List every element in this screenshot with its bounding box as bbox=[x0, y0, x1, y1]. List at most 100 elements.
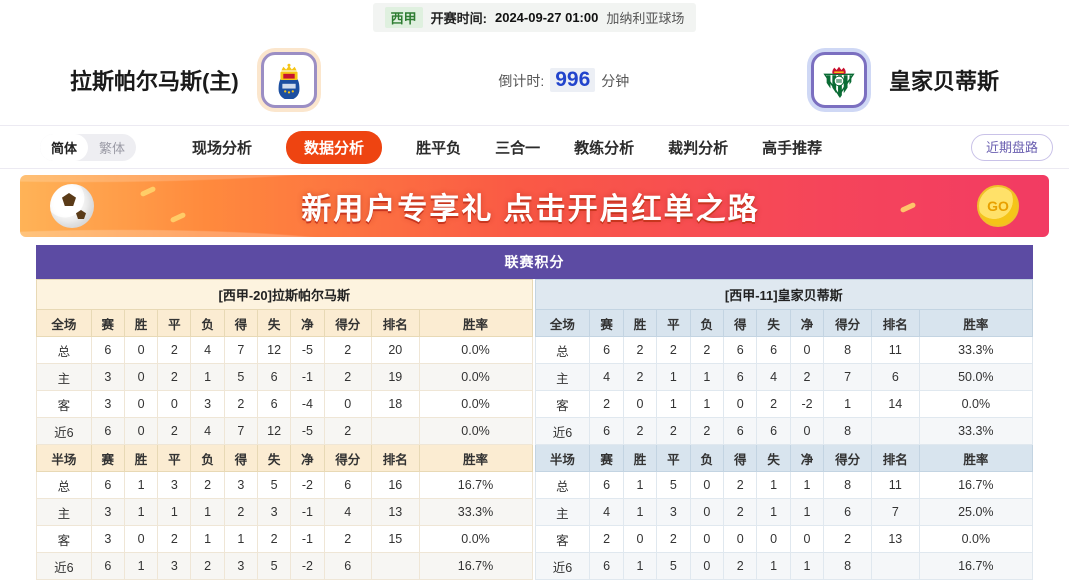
real-betis-crest-svg bbox=[823, 66, 855, 99]
tab-coach-analysis[interactable]: 教练分析 bbox=[574, 139, 635, 157]
col-header-winrate: 胜率 bbox=[418, 444, 533, 472]
cell-goals-for: 6 bbox=[722, 336, 758, 364]
col-header-goals-for: 得 bbox=[223, 444, 258, 472]
col-header-draw: 平 bbox=[656, 444, 691, 472]
cell-played: 6 bbox=[589, 471, 624, 499]
home-team-name: 拉斯帕尔马斯(主) bbox=[70, 69, 239, 94]
row-label: 总 bbox=[36, 471, 92, 499]
stats-tables: [西甲-20]拉斯帕尔马斯 全场 赛 胜 平 负 得 失 净 得分 排名 胜率 bbox=[36, 279, 1034, 580]
cell-played: 3 bbox=[90, 390, 125, 418]
cell-points: 2 bbox=[823, 525, 872, 553]
cell-played: 3 bbox=[90, 363, 125, 391]
col-header-goals-against: 失 bbox=[756, 309, 791, 337]
cell-winrate: 0.0% bbox=[418, 336, 533, 364]
cell-win: 1 bbox=[622, 471, 658, 499]
go-coin-icon[interactable]: GO bbox=[977, 185, 1019, 227]
cell-winrate: 0.0% bbox=[418, 417, 533, 445]
cell-draw: 2 bbox=[157, 336, 192, 364]
cell-rank: 15 bbox=[371, 525, 420, 553]
teams-row: 拉斯帕尔马斯(主) 倒计时: 996 分钟 bbox=[0, 35, 1069, 125]
tab-referee-analysis[interactable]: 裁判分析 bbox=[668, 139, 729, 157]
cell-loss: 1 bbox=[689, 363, 725, 391]
cell-loss: 0 bbox=[689, 498, 725, 526]
table-row: 客 3 0 0 3 2 6 -4 0 18 0.0% bbox=[36, 390, 533, 418]
cell-points: 7 bbox=[823, 363, 872, 391]
las-palmas-crest-icon bbox=[260, 52, 317, 108]
table-row: 总 6 1 5 0 2 1 1 8 11 16.7% bbox=[534, 471, 1034, 499]
promo-banner[interactable]: 新用户专享礼 点击开启红单之路 GO bbox=[20, 175, 1049, 237]
col-header-scope: 全场 bbox=[534, 309, 591, 337]
away-team-block[interactable]: 皇家贝蒂斯 bbox=[810, 52, 999, 108]
cell-loss: 1 bbox=[689, 390, 725, 418]
language-toggle[interactable]: 简体 繁体 bbox=[40, 133, 137, 161]
cell-rank: 16 bbox=[371, 471, 420, 499]
col-header-loss: 负 bbox=[190, 309, 225, 337]
cell-goals-for: 6 bbox=[722, 363, 758, 391]
cell-rank: 19 bbox=[371, 363, 420, 391]
cell-goal-diff: -5 bbox=[290, 336, 325, 364]
home-halftime-header-row: 半场 赛 胜 平 负 得 失 净 得分 排名 胜率 bbox=[36, 444, 533, 472]
col-header-winrate: 胜率 bbox=[918, 444, 1034, 472]
cell-goals-for: 5 bbox=[223, 363, 258, 391]
row-label: 主 bbox=[36, 363, 92, 391]
lang-option-simplified[interactable]: 简体 bbox=[40, 133, 89, 161]
cell-win: 2 bbox=[622, 336, 658, 364]
cell-rank: 11 bbox=[870, 471, 920, 499]
cell-win: 0 bbox=[123, 417, 159, 445]
cell-goals-for: 2 bbox=[223, 498, 258, 526]
row-label: 总 bbox=[534, 336, 591, 364]
col-header-loss: 负 bbox=[689, 309, 725, 337]
col-header-loss: 负 bbox=[190, 444, 225, 472]
cell-points: 2 bbox=[323, 363, 373, 391]
cell-points: 6 bbox=[823, 498, 872, 526]
col-header-draw: 平 bbox=[157, 444, 192, 472]
table-row: 近6 6 1 3 2 3 5 -2 6 16.7% bbox=[36, 552, 533, 580]
away-team-header-row: [西甲-11]皇家贝蒂斯 bbox=[534, 279, 1033, 310]
cell-winrate: 16.7% bbox=[918, 471, 1034, 499]
cell-goal-diff: 0 bbox=[789, 525, 825, 553]
tab-three-in-one[interactable]: 三合一 bbox=[495, 139, 541, 157]
row-label: 近6 bbox=[36, 552, 92, 580]
cell-loss: 0 bbox=[689, 552, 725, 580]
cell-goal-diff: 1 bbox=[789, 471, 825, 499]
recent-odds-button[interactable]: 近期盘路 bbox=[970, 134, 1053, 161]
cell-win: 2 bbox=[622, 363, 658, 391]
cell-goals-against: 5 bbox=[256, 471, 292, 499]
away-team-header: [西甲-11]皇家贝蒂斯 bbox=[534, 279, 1033, 310]
col-header-scope: 半场 bbox=[36, 444, 92, 472]
col-header-win: 胜 bbox=[123, 309, 159, 337]
home-team-block[interactable]: 拉斯帕尔马斯(主) bbox=[70, 52, 317, 108]
tab-live-analysis[interactable]: 现场分析 bbox=[192, 139, 253, 157]
table-row: 主 3 0 2 1 5 6 -1 2 19 0.0% bbox=[36, 363, 533, 391]
cell-goals-against: 1 bbox=[756, 471, 791, 499]
cell-winrate: 0.0% bbox=[418, 390, 533, 418]
table-row: 客 2 0 2 0 0 0 0 2 13 0.0% bbox=[534, 525, 1034, 553]
col-header-points: 得分 bbox=[823, 309, 872, 337]
cell-win: 0 bbox=[622, 525, 658, 553]
col-header-draw: 平 bbox=[157, 309, 192, 337]
cell-win: 1 bbox=[123, 498, 159, 526]
cell-played: 2 bbox=[589, 390, 624, 418]
cell-goals-against: 6 bbox=[756, 417, 791, 445]
lang-option-traditional[interactable]: 繁体 bbox=[99, 140, 126, 156]
row-label: 客 bbox=[36, 390, 92, 418]
cell-goal-diff: 0 bbox=[789, 336, 825, 364]
cell-points: 0 bbox=[323, 390, 373, 418]
home-stats-column: [西甲-20]拉斯帕尔马斯 全场 赛 胜 平 负 得 失 净 得分 排名 胜率 bbox=[36, 279, 535, 580]
cell-played: 2 bbox=[589, 525, 624, 553]
cell-goal-diff: -2 bbox=[290, 552, 325, 580]
tab-win-draw-loss[interactable]: 胜平负 bbox=[416, 139, 462, 157]
cell-played: 6 bbox=[589, 417, 624, 445]
section-title: 联赛积分 bbox=[36, 245, 1033, 279]
tab-data-analysis[interactable]: 数据分析 bbox=[286, 130, 383, 164]
home-stats-table: [西甲-20]拉斯帕尔马斯 全场 赛 胜 平 负 得 失 净 得分 排名 胜率 bbox=[36, 279, 533, 580]
tab-expert-picks[interactable]: 高手推荐 bbox=[762, 139, 823, 157]
col-header-rank: 排名 bbox=[371, 444, 420, 472]
league-tag: 西甲 bbox=[384, 7, 423, 28]
cell-points: 6 bbox=[323, 471, 373, 499]
col-header-rank: 排名 bbox=[870, 309, 920, 337]
cell-rank: 6 bbox=[870, 363, 920, 391]
col-header-scope: 全场 bbox=[36, 309, 92, 337]
cell-winrate: 16.7% bbox=[918, 552, 1034, 580]
table-row: 近6 6 0 2 4 7 12 -5 2 0.0% bbox=[36, 417, 533, 445]
